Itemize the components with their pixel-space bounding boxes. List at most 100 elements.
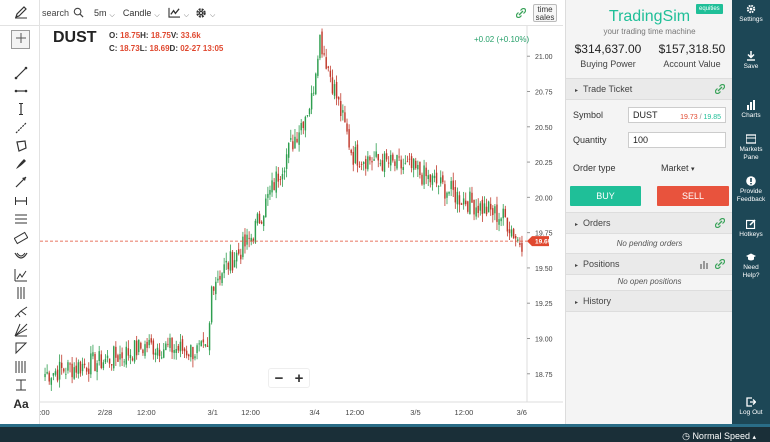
fib-icon[interactable] — [12, 268, 30, 284]
candle-body — [454, 187, 457, 203]
candle-body — [521, 242, 523, 252]
candle-body — [435, 172, 438, 184]
candle-body — [77, 362, 80, 374]
nav-feedback[interactable]: Provide Feedback — [732, 176, 770, 204]
nav-save[interactable]: Save — [732, 51, 770, 71]
candle-body — [233, 260, 236, 268]
pencil-icon[interactable] — [12, 5, 30, 21]
nav-charts[interactable]: Charts — [732, 100, 770, 120]
trendline-icon[interactable] — [12, 66, 30, 82]
search-label[interactable]: search — [42, 7, 70, 18]
arrow-line-icon[interactable] — [12, 175, 30, 191]
nav-logout[interactable]: Log Out — [732, 397, 770, 417]
indicators-icon — [168, 7, 180, 18]
search-icon[interactable] — [73, 7, 84, 18]
history-header[interactable]: ▸ History — [566, 290, 733, 312]
vertical-line-icon[interactable] — [12, 102, 30, 118]
arc-icon[interactable] — [12, 249, 30, 265]
candle-body — [217, 278, 219, 281]
chart-type-select[interactable]: Candle ⌵ — [123, 0, 160, 26]
cycle-lines-icon[interactable] — [12, 360, 30, 376]
candle-body — [475, 207, 477, 217]
triangle-icon[interactable] — [12, 341, 30, 357]
order-type-select[interactable]: Market ▾ — [661, 163, 695, 173]
nav-settings[interactable]: Settings — [732, 4, 770, 24]
candle-body — [121, 352, 123, 359]
account-value-amount: $157,318.50 — [658, 42, 726, 56]
candle-body — [377, 154, 379, 161]
bid-ask: 19.73 / 19.85 — [680, 111, 721, 125]
candle-body — [396, 154, 398, 169]
chart-canvas[interactable]: 21.00 20.75 20.50 20.25 20.00 19.75 19.50 19.25… — [40, 26, 563, 424]
text-icon[interactable]: Aa — [13, 397, 29, 411]
chart-settings-button[interactable]: ⌵ — [195, 0, 215, 26]
price-tick-label: 21.00 — [535, 54, 553, 61]
candle-body — [417, 164, 419, 170]
ray-icon[interactable] — [12, 121, 30, 137]
price-change: +0.02 (+0.10%) — [474, 35, 530, 44]
caret-up-icon: ▴ — [752, 434, 756, 441]
link-icon[interactable] — [715, 84, 725, 94]
symbol-input[interactable]: DUST 19.73 / 19.85 — [628, 107, 726, 123]
candle-body — [267, 193, 269, 198]
candle-body — [467, 201, 469, 212]
candle-body — [242, 236, 244, 258]
crosshair-icon[interactable] — [11, 30, 30, 49]
link-icon[interactable] — [516, 8, 526, 18]
candle-body — [175, 348, 177, 353]
logout-icon — [746, 397, 756, 407]
nav-feedback-label-2: Feedback — [736, 196, 766, 203]
horizontal-lines-icon[interactable] — [12, 212, 30, 228]
nav-markets-pane[interactable]: Markets Pane — [732, 134, 770, 162]
positions-header[interactable]: ▸ Positions — [566, 253, 733, 275]
price-tick-label: 20.00 — [535, 195, 553, 202]
price-chart[interactable]: 21.00 20.75 20.50 20.25 20.00 19.75 19.50 19.25… — [40, 26, 563, 424]
candle-body — [83, 363, 86, 366]
speed-control[interactable]: ◷ Normal Speed ▴ — [682, 431, 756, 442]
buy-button[interactable]: BUY — [570, 186, 641, 206]
search-control[interactable]: search — [42, 0, 84, 26]
pitchfork-icon[interactable] — [12, 305, 30, 321]
candle-body — [65, 373, 67, 375]
trade-ticket-title: Trade Ticket — [583, 84, 633, 94]
price-tick-label: 18.75 — [535, 372, 553, 379]
link-icon[interactable] — [715, 218, 725, 228]
current-price-marker — [527, 236, 549, 247]
brush-icon[interactable] — [12, 157, 30, 173]
trade-ticket-header[interactable]: ▸ Trade Ticket — [566, 78, 733, 100]
nav-hotkeys[interactable]: Hotkeys — [732, 219, 770, 239]
parallel-channel-icon[interactable] — [12, 286, 30, 302]
candle-body — [519, 242, 521, 245]
sell-button[interactable]: SELL — [657, 186, 729, 206]
measure-icon[interactable] — [12, 194, 30, 210]
candle-body — [131, 358, 134, 361]
nav-help[interactable]: Need Help? — [732, 252, 770, 280]
orders-header[interactable]: ▸ Orders — [566, 212, 733, 234]
ruler-icon[interactable] — [12, 231, 30, 247]
candle-body — [423, 165, 425, 185]
interval-select[interactable]: 5m ⌵ — [94, 0, 115, 26]
candle-body — [514, 236, 517, 239]
zoom-out-button[interactable]: − — [274, 370, 284, 387]
time-sales-button[interactable]: time sales — [533, 4, 557, 22]
horizontal-line-icon[interactable] — [12, 84, 30, 100]
candle-body — [360, 163, 363, 165]
link-icon[interactable] — [715, 259, 725, 269]
status-bar: ◷ Normal Speed ▴ — [0, 424, 770, 442]
nav-charts-label: Charts — [741, 112, 761, 119]
quantity-input[interactable]: 100 — [628, 132, 726, 148]
indicators-button[interactable]: ⌵ — [168, 0, 189, 26]
candle-body — [342, 110, 344, 113]
candle-body — [225, 260, 227, 263]
chevron-down-icon: ⌵ — [183, 11, 189, 19]
candle-body — [110, 364, 113, 366]
gann-icon[interactable] — [12, 323, 30, 339]
zoom-in-button[interactable]: + — [294, 370, 304, 387]
text-level-icon[interactable] — [12, 378, 30, 394]
quantity-label: Quantity — [573, 135, 607, 145]
polygon-icon[interactable] — [12, 139, 30, 155]
open-label: O: — [109, 31, 118, 40]
bar-chart-icon[interactable] — [699, 259, 709, 269]
no-orders-text: No pending orders — [616, 239, 683, 248]
candle-body — [408, 158, 411, 160]
